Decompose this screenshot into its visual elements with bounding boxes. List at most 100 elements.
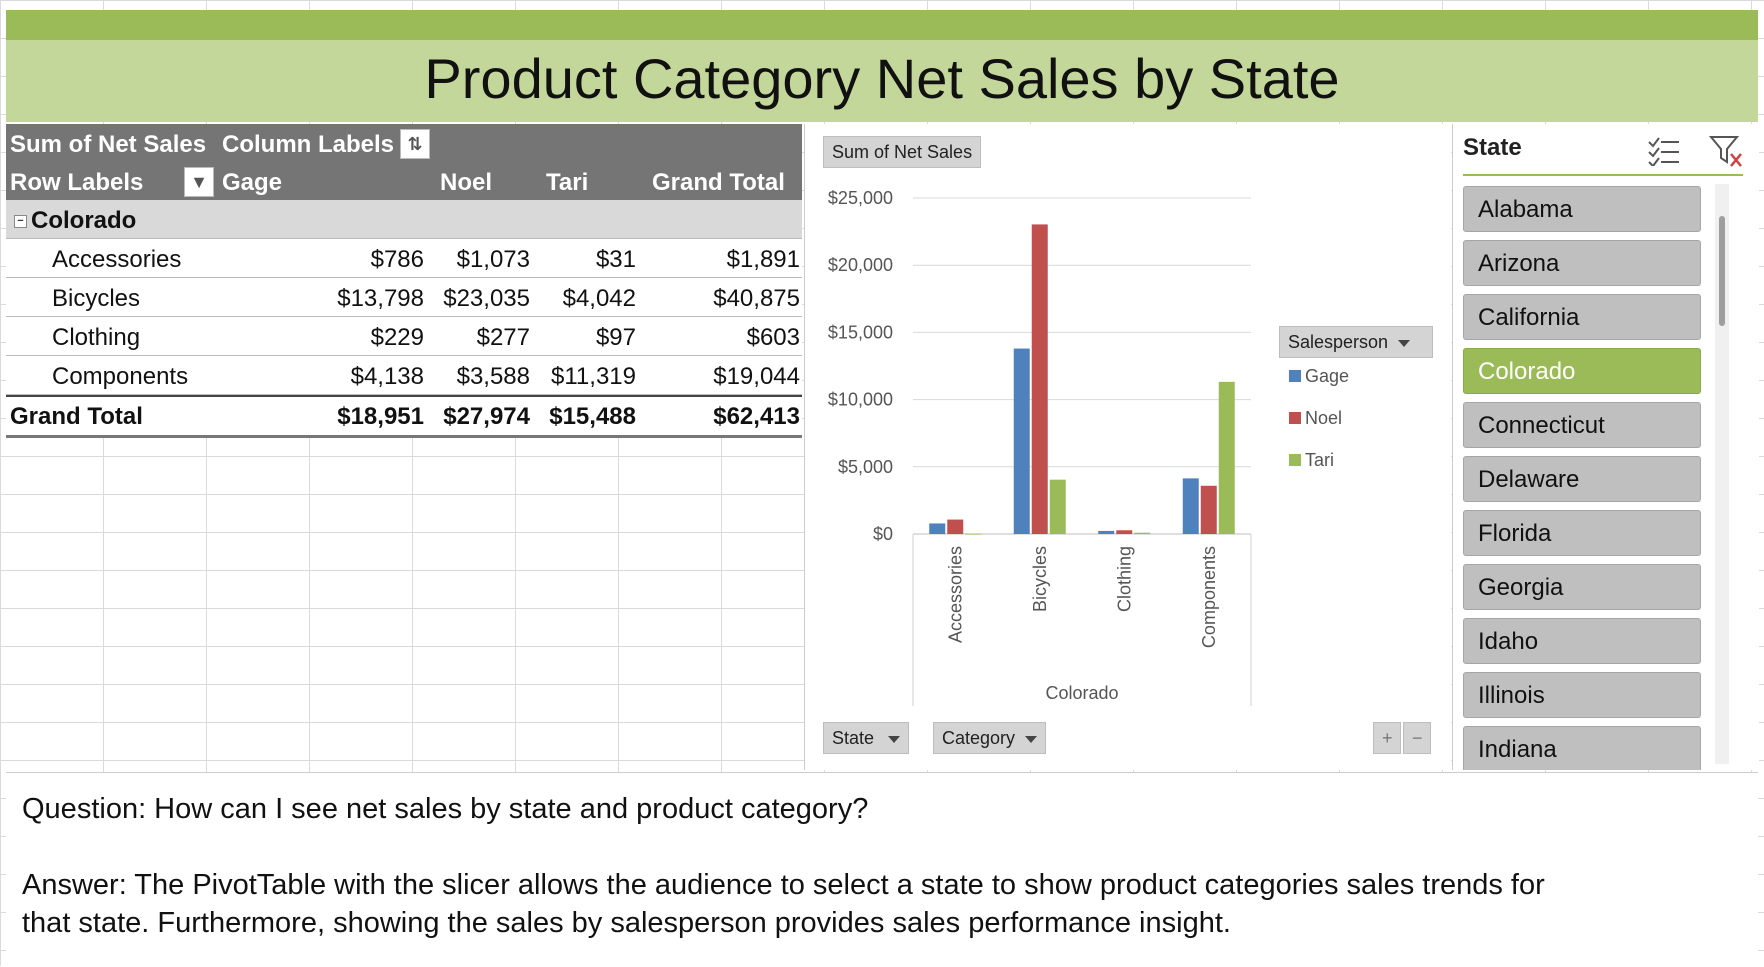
pivot-header-row-1: Sum of Net Sales Column Labels ⇅ xyxy=(6,124,802,162)
cell-total: $40,875 xyxy=(713,285,800,312)
row-filter-icon[interactable]: ▼ xyxy=(184,167,214,197)
cell-total: $603 xyxy=(746,324,800,351)
slicer-item-illinois[interactable]: Illinois xyxy=(1463,672,1701,718)
chart-canvas: $0 $5,000 $10,000 $15,000 $20,000 $25,000 Acce… xyxy=(828,188,1349,706)
slicer-item-indiana[interactable]: Indiana xyxy=(1463,726,1701,770)
bar-gage-components xyxy=(1182,478,1199,534)
chart-value-button[interactable]: Sum of Net Sales xyxy=(823,136,982,168)
state-button-label: State xyxy=(832,728,875,748)
table-row[interactable]: Bicycles $13,798 $23,035 $4,042 $40,875 xyxy=(6,278,802,317)
page-title: Product Category Net Sales by State xyxy=(424,47,1340,110)
slicer-item-florida[interactable]: Florida xyxy=(1463,510,1701,556)
row-label: Clothing xyxy=(52,324,141,351)
cell-tari: $4,042 xyxy=(562,285,636,312)
dropdown-arrow-icon xyxy=(1398,339,1411,347)
bar-noel-accessories xyxy=(947,519,964,534)
legend-swatch-gage xyxy=(1289,370,1301,382)
bar-tari-accessories xyxy=(965,533,982,535)
answer-line-2: that state. Furthermore, showing the sal… xyxy=(22,907,1231,939)
row-label: Bicycles xyxy=(52,285,141,312)
filter-icon xyxy=(888,735,901,743)
slicer-item-arizona[interactable]: Arizona xyxy=(1463,240,1701,286)
slicer-item-connecticut[interactable]: Connecticut xyxy=(1463,402,1701,448)
y-tick-label: $10,000 xyxy=(828,390,893,410)
slicer-item-colorado[interactable]: Colorado xyxy=(1463,348,1701,394)
qa-textbox[interactable]: Question: How can I see net sales by sta… xyxy=(6,772,1758,967)
slicer-scrollbar[interactable] xyxy=(1715,184,1729,764)
answer-line-1: Answer: The PivotTable with the slicer a… xyxy=(22,869,1545,901)
column-sort-icon[interactable]: ⇅ xyxy=(400,129,430,159)
title-band xyxy=(6,40,1758,122)
slicer-divider xyxy=(1463,174,1743,176)
legend-salesperson-button[interactable]: Salesperson xyxy=(1279,326,1433,358)
bar-gage-bicycles xyxy=(1013,348,1030,534)
col-header-tari: Tari xyxy=(546,169,589,196)
legend-title: Salesperson xyxy=(1288,332,1389,352)
table-row[interactable]: Accessories $786 $1,073 $31 $1,891 xyxy=(6,239,802,278)
x-tick-label: Clothing xyxy=(1114,546,1134,612)
col-header-grand-total: Grand Total xyxy=(652,169,785,196)
cell-noel: $23,035 xyxy=(443,285,530,312)
slicer-item-alabama[interactable]: Alabama xyxy=(1463,186,1701,232)
grand-total-label: Grand Total xyxy=(10,403,143,430)
group-label: Colorado xyxy=(31,207,137,234)
table-row[interactable]: Components $4,138 $3,588 $11,319 $19,044 xyxy=(6,356,802,395)
bar-noel-components xyxy=(1200,485,1217,534)
cell-tari: $11,319 xyxy=(551,363,636,390)
chart-state-filter-button[interactable]: State xyxy=(823,722,910,754)
bar-tari-components xyxy=(1218,381,1235,534)
col-header-gage: Gage xyxy=(222,169,283,196)
header-band xyxy=(6,10,1758,40)
value-field-label[interactable]: Sum of Net Sales xyxy=(10,131,207,158)
chart-category-button[interactable]: Category xyxy=(933,722,1047,754)
collapse-minus-button[interactable]: − xyxy=(1403,722,1431,754)
group-row-colorado[interactable]: − Colorado xyxy=(6,200,802,239)
cell-noel: $1,073 xyxy=(456,246,530,273)
pivot-chart[interactable]: Sum of Net Sales $0 $5,000 $10,000 $15,000 $… xyxy=(804,124,1451,770)
cell-noel: $3,588 xyxy=(456,363,530,390)
expand-plus-button[interactable]: + xyxy=(1373,722,1401,754)
legend-label-noel: Noel xyxy=(1305,408,1342,428)
y-tick-label: $25,000 xyxy=(828,188,893,208)
grand-total-all: $62,413 xyxy=(713,403,800,430)
row-label: Components xyxy=(52,363,189,390)
y-tick-label: $5,000 xyxy=(838,457,893,477)
table-row[interactable]: Clothing $229 $277 $97 $603 xyxy=(6,317,802,356)
collapse-icon[interactable]: − xyxy=(14,215,27,229)
legend-swatch-noel xyxy=(1289,412,1301,424)
x-tick-label: Accessories xyxy=(945,546,965,643)
slicer-scroll-thumb[interactable] xyxy=(1719,216,1725,326)
bar-gage-accessories xyxy=(929,523,946,534)
legend-label-gage: Gage xyxy=(1305,366,1349,386)
x-axis-title: Colorado xyxy=(1045,683,1118,703)
slicer-title: State xyxy=(1463,134,1522,161)
cell-gage: $4,138 xyxy=(350,363,424,390)
grand-total-noel: $27,974 xyxy=(443,403,530,430)
y-tick-label: $20,000 xyxy=(828,255,893,275)
grand-total-gage: $18,951 xyxy=(337,403,424,430)
x-tick-label: Bicycles xyxy=(1030,546,1050,612)
x-tick-label: Components xyxy=(1199,546,1219,648)
slicer-item-idaho[interactable]: Idaho xyxy=(1463,618,1701,664)
state-slicer[interactable]: State Alabama Arizona California Colorado Co… xyxy=(1452,124,1759,770)
y-tick-label: $0 xyxy=(873,524,893,544)
bar-tari-bicycles xyxy=(1049,479,1066,534)
slicer-item-delaware[interactable]: Delaware xyxy=(1463,456,1701,502)
multi-select-icon[interactable] xyxy=(1647,136,1681,166)
slicer-item-california[interactable]: California xyxy=(1463,294,1701,340)
cell-gage: $229 xyxy=(370,324,424,351)
row-labels-label[interactable]: Row Labels xyxy=(10,169,144,196)
cell-tari: $97 xyxy=(595,324,636,351)
clear-filter-icon[interactable] xyxy=(1709,134,1743,168)
cell-gage: $786 xyxy=(370,246,424,273)
bar-tari-clothing xyxy=(1134,532,1151,534)
col-header-noel: Noel xyxy=(440,169,493,196)
grand-total-row: Grand Total $18,951 $27,974 $15,488 $62,… xyxy=(6,395,802,438)
y-tick-label: $15,000 xyxy=(828,322,893,342)
category-button-label: Category xyxy=(942,728,1016,748)
column-labels-label[interactable]: Column Labels xyxy=(222,131,395,158)
pivot-table[interactable]: Sum of Net Sales Column Labels ⇅ Row Lab… xyxy=(6,124,802,438)
slicer-item-georgia[interactable]: Georgia xyxy=(1463,564,1701,610)
cell-gage: $13,798 xyxy=(337,285,424,312)
legend-label-tari: Tari xyxy=(1305,450,1334,470)
